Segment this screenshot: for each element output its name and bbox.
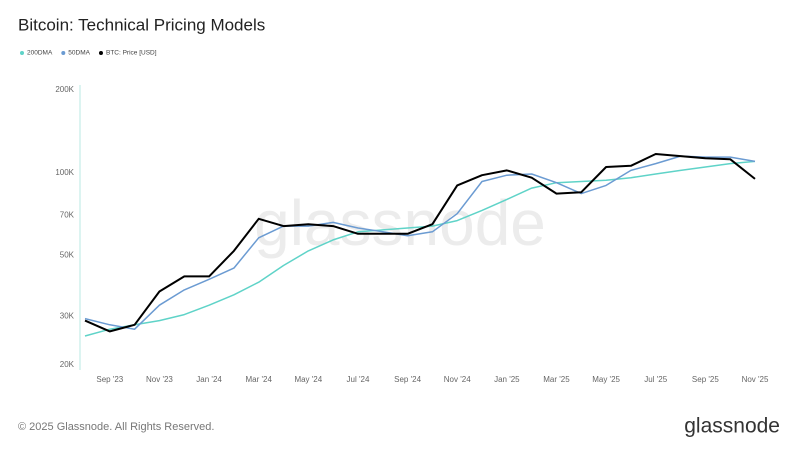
x-tick-label: Mar '24 <box>245 375 272 384</box>
legend-marker <box>20 51 24 55</box>
legend-label: 50DMA <box>68 50 90 57</box>
x-tick-label: Sep '23 <box>96 375 123 384</box>
y-tick-label: 70K <box>60 210 75 219</box>
y-tick-label: 20K <box>60 360 75 369</box>
x-tick-label: May '24 <box>294 375 322 384</box>
legend-label: 200DMA <box>27 50 53 57</box>
x-tick-label: Nov '25 <box>742 375 769 384</box>
y-tick-label: 200K <box>55 85 74 94</box>
series-line <box>84 153 756 333</box>
brand-logo: glassnode <box>684 415 780 438</box>
legend-marker <box>98 51 103 55</box>
x-tick-label: Nov '24 <box>444 375 471 384</box>
x-tick-label: Nov '23 <box>146 375 173 384</box>
series-line <box>84 160 756 337</box>
x-tick-label: Jul '24 <box>347 375 370 384</box>
y-tick-label: 50K <box>60 251 75 260</box>
x-tick-label: Sep '25 <box>692 375 719 384</box>
y-tick-label: 100K <box>55 168 74 177</box>
x-tick-label: Jan '24 <box>196 375 222 384</box>
x-tick-label: Jul '25 <box>644 375 667 384</box>
legend-label: BTC: Price [USD] <box>106 50 157 57</box>
y-tick-label: 30K <box>60 312 75 321</box>
footer: © 2025 Glassnode. All Rights Reserved. <box>18 421 214 433</box>
chart-title: Bitcoin: Technical Pricing Models <box>18 15 265 34</box>
x-tick-label: Sep '24 <box>394 375 421 384</box>
x-tick-label: Mar '25 <box>543 375 570 384</box>
x-tick-label: May '25 <box>592 375 620 384</box>
x-tick-label: Jan '25 <box>494 375 520 384</box>
watermark: glassnode <box>254 187 546 259</box>
legend-marker <box>61 51 66 55</box>
series-line <box>84 155 756 330</box>
